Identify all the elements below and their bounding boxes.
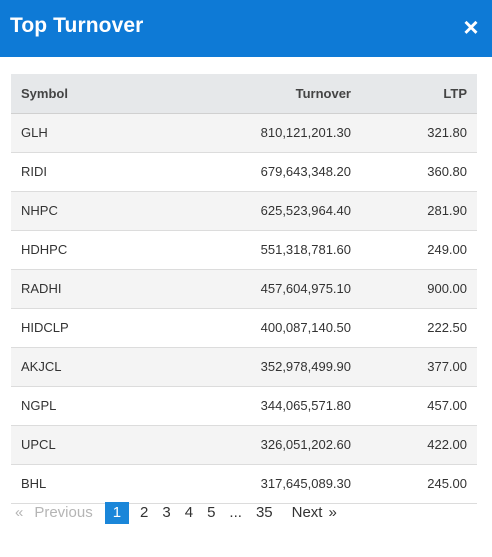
cell-turnover: 810,121,201.30 <box>191 113 351 153</box>
table-row: BHL 317,645,089.30 245.00 <box>11 464 477 504</box>
column-header-symbol[interactable]: Symbol <box>11 74 191 114</box>
cell-ltp: 377.00 <box>351 347 477 387</box>
table-row: AKJCL 352,978,499.90 377.00 <box>11 347 477 387</box>
cell-turnover: 457,604,975.10 <box>191 269 351 309</box>
cell-ltp: 457.00 <box>351 386 477 426</box>
cell-ltp: 321.80 <box>351 113 477 153</box>
cell-ltp: 360.80 <box>351 152 477 192</box>
pagination-ellipsis: ... <box>229 504 242 521</box>
previous-page-button[interactable]: Previous <box>34 504 93 521</box>
close-icon[interactable]: × <box>463 12 479 42</box>
table-row: RADHI 457,604,975.10 900.00 <box>11 269 477 309</box>
cell-ltp: 422.00 <box>351 425 477 465</box>
cell-turnover: 352,978,499.90 <box>191 347 351 387</box>
table-row: NGPL 344,065,571.80 457.00 <box>11 386 477 426</box>
page-button-4[interactable]: 4 <box>184 504 194 521</box>
table-row: RIDI 679,643,348.20 360.80 <box>11 152 477 192</box>
table-header-row: Symbol Turnover LTP <box>11 74 477 114</box>
column-header-turnover[interactable]: Turnover <box>191 74 351 114</box>
table-row: GLH 810,121,201.30 321.80 <box>11 113 477 153</box>
cell-symbol: NGPL <box>11 386 191 426</box>
cell-symbol: AKJCL <box>11 347 191 387</box>
table-row: NHPC 625,523,964.40 281.90 <box>11 191 477 231</box>
cell-symbol: RADHI <box>11 269 191 309</box>
cell-ltp: 281.90 <box>351 191 477 231</box>
cell-turnover: 625,523,964.40 <box>191 191 351 231</box>
table-row: HIDCLP 400,087,140.50 222.50 <box>11 308 477 348</box>
turnover-table-container: Symbol Turnover LTP GLH 810,121,201.30 3… <box>11 74 477 504</box>
cell-turnover: 326,051,202.60 <box>191 425 351 465</box>
cell-ltp: 249.00 <box>351 230 477 270</box>
modal-header: Top Turnover × <box>0 0 492 57</box>
cell-symbol: BHL <box>11 464 191 504</box>
cell-symbol: HDHPC <box>11 230 191 270</box>
page-button-5[interactable]: 5 <box>207 504 216 521</box>
page-button-2[interactable]: 2 <box>140 504 149 521</box>
last-page-arrow-icon[interactable]: » <box>328 504 337 521</box>
page-button-35[interactable]: 35 <box>255 504 273 521</box>
cell-symbol: NHPC <box>11 191 191 231</box>
cell-symbol: UPCL <box>11 425 191 465</box>
column-header-ltp[interactable]: LTP <box>351 74 477 114</box>
cell-ltp: 900.00 <box>351 269 477 309</box>
first-page-arrow-icon[interactable]: « <box>15 504 24 521</box>
cell-symbol: RIDI <box>11 152 191 192</box>
cell-turnover: 344,065,571.80 <box>191 386 351 426</box>
cell-turnover: 317,645,089.30 <box>191 464 351 504</box>
cell-turnover: 400,087,140.50 <box>191 308 351 348</box>
next-page-button[interactable]: Next <box>291 504 323 521</box>
table-row: HDHPC 551,318,781.60 249.00 <box>11 230 477 270</box>
pagination: « Previous 1 2 3 4 5 ... 35 Next » <box>11 502 339 524</box>
modal-title: Top Turnover <box>10 14 144 37</box>
page-button-3[interactable]: 3 <box>162 504 171 521</box>
cell-ltp: 245.00 <box>351 464 477 504</box>
page-button-1[interactable]: 1 <box>104 502 130 524</box>
cell-turnover: 551,318,781.60 <box>191 230 351 270</box>
cell-symbol: GLH <box>11 113 191 153</box>
cell-turnover: 679,643,348.20 <box>191 152 351 192</box>
turnover-table: Symbol Turnover LTP GLH 810,121,201.30 3… <box>11 74 477 504</box>
cell-symbol: HIDCLP <box>11 308 191 348</box>
cell-ltp: 222.50 <box>351 308 477 348</box>
table-row: UPCL 326,051,202.60 422.00 <box>11 425 477 465</box>
